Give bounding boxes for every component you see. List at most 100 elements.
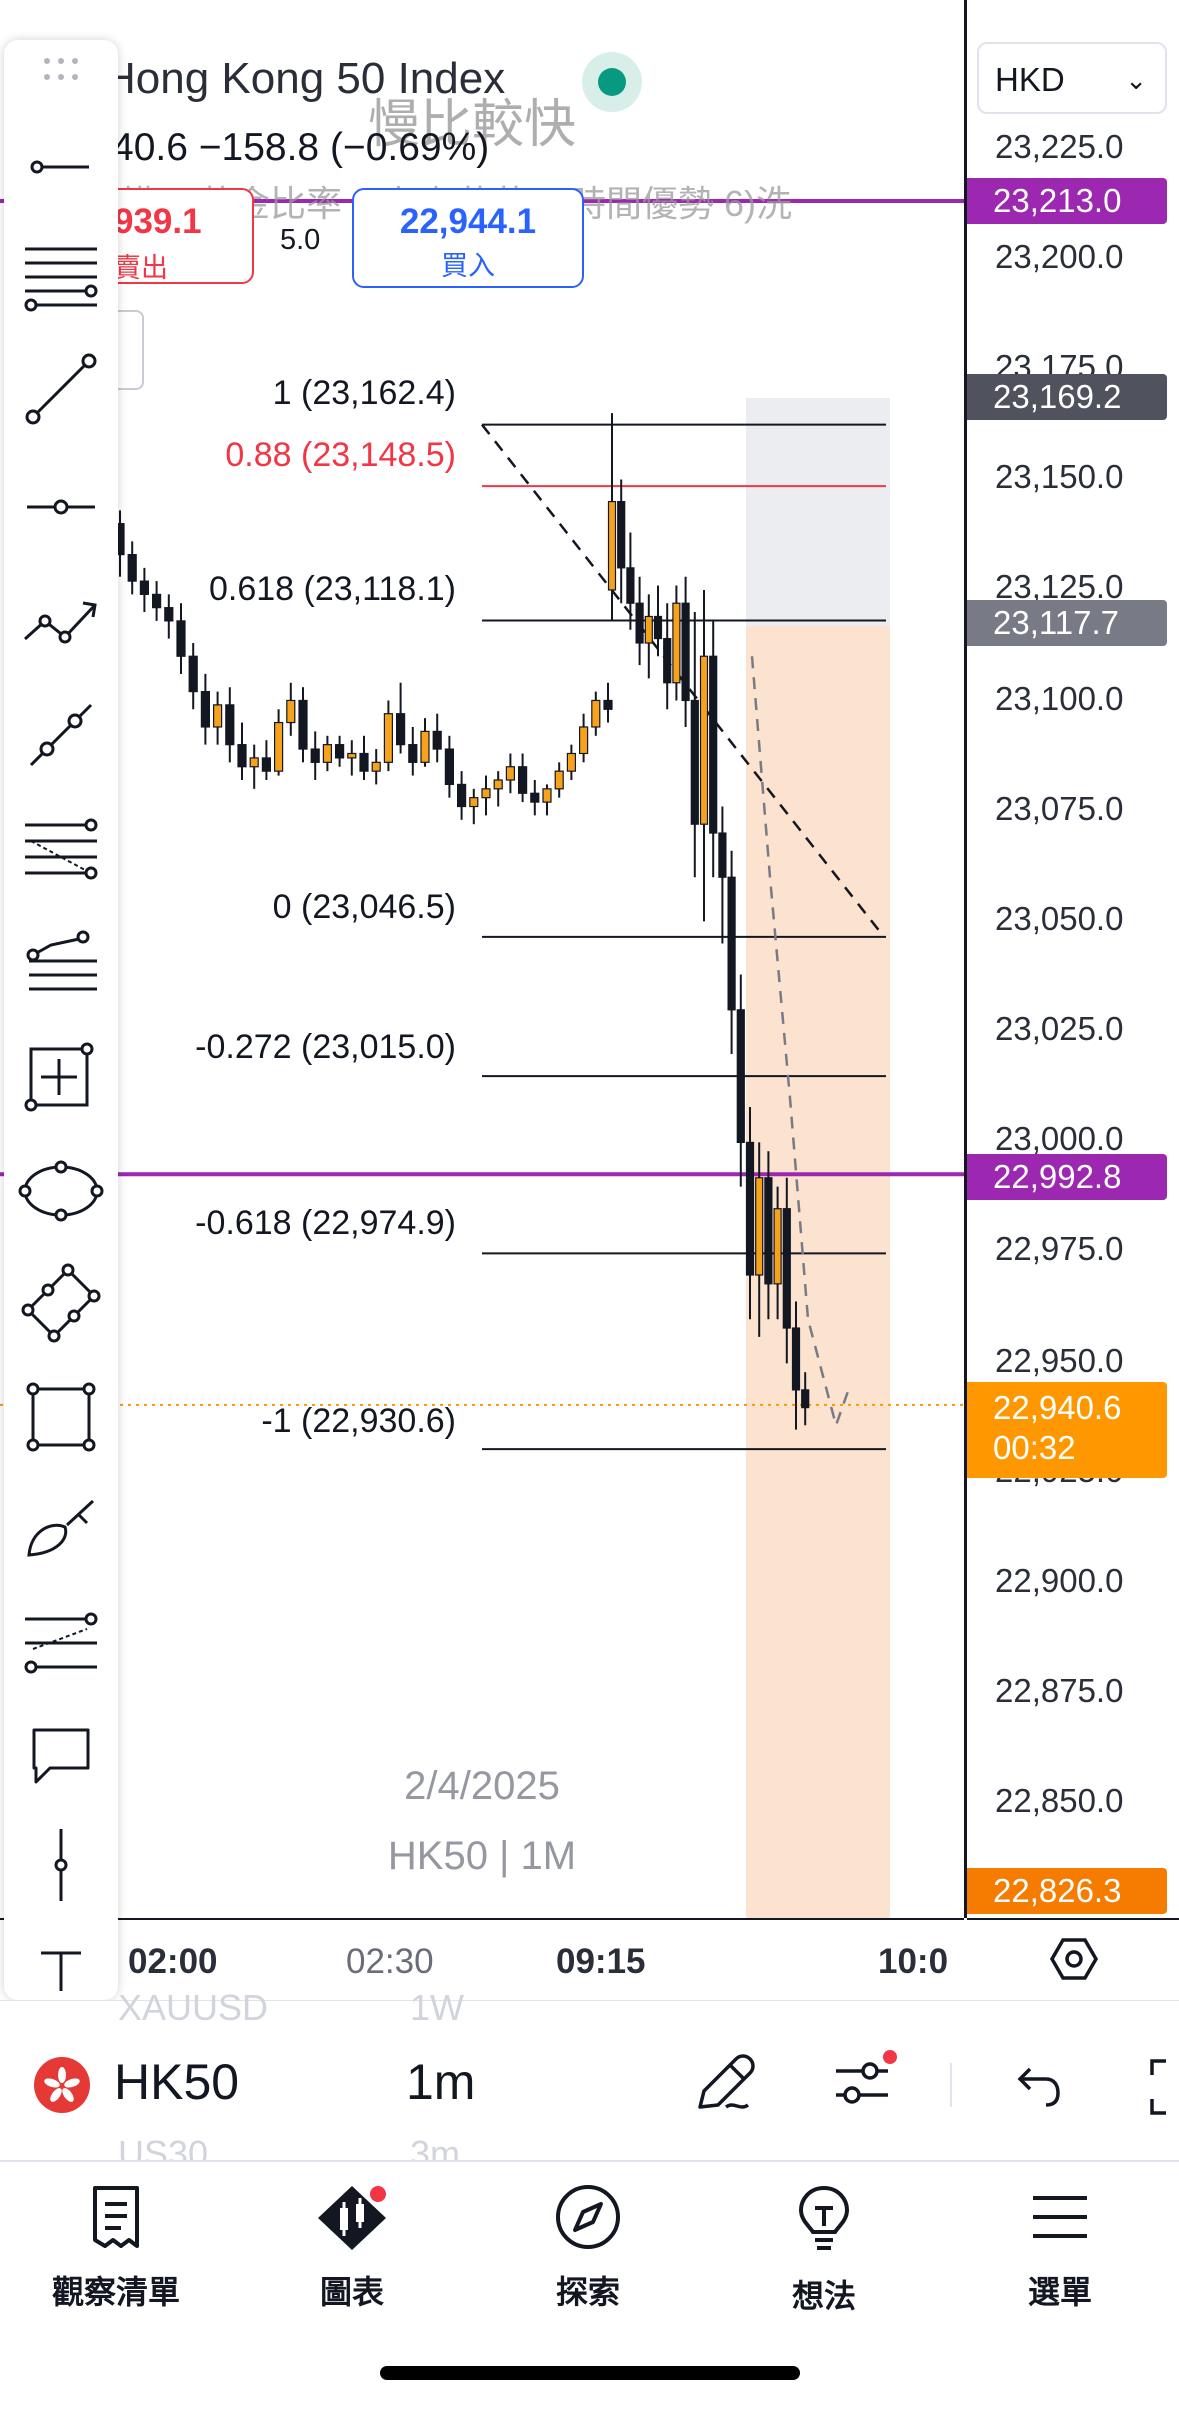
price-tick: 22,900.0 [995, 1562, 1124, 1599]
current-price-label: 22,940.6 00:32 [967, 1382, 1167, 1478]
overlay-text-1: 慢比較快 [368, 96, 577, 154]
fib-retracement-icon[interactable] [18, 234, 104, 320]
bar-countdown: 00:32 [993, 1429, 1076, 1466]
fib-label-neg0.272: -0.272 (23,015.0) [195, 1028, 456, 1066]
time-tick: 10:0 [878, 1942, 949, 1981]
symbol-toolbar: XAUUSD 1W US30 3m HK50 1m [0, 1987, 1179, 2174]
price-label: 22,826.3 [967, 1868, 1167, 1914]
candle-body [359, 752, 369, 772]
candle-body [727, 876, 736, 1011]
candle-body [335, 744, 345, 759]
currency-select[interactable]: HKD ⌄ [977, 42, 1167, 114]
ghost-item: XAUUSD [118, 1987, 269, 2028]
symbol-title[interactable]: Hong Kong 50 Index [104, 54, 506, 103]
separator [950, 2063, 952, 2107]
symbol-ticker[interactable]: HK50 [114, 2054, 240, 2110]
candle-body [152, 593, 162, 609]
drag-handle-icon[interactable] [18, 40, 104, 100]
price-tick: 23,075.0 [995, 790, 1124, 827]
projection-path [750, 656, 852, 1430]
nav-chart[interactable]: 圖表 [252, 2182, 452, 2313]
ghost-item: 1W [410, 1987, 464, 2028]
candle-body [517, 766, 528, 794]
buy-button[interactable]: 22,944.1 買入 [352, 188, 584, 288]
horizontal-line-icon[interactable] [18, 124, 104, 210]
fib-channel-icon[interactable] [18, 1034, 104, 1120]
ellipse-icon[interactable] [18, 1148, 104, 1234]
nav-ideas[interactable]: 想法 [724, 2182, 924, 2317]
callout-icon[interactable] [18, 1712, 104, 1798]
candle-body [322, 744, 332, 763]
candle-body [237, 744, 247, 768]
price-tick: 23,025.0 [995, 1010, 1124, 1047]
rectangle-icon[interactable] [18, 1374, 104, 1460]
fib-fan-icon[interactable] [18, 920, 104, 1006]
rotated-rectangle-icon[interactable] [18, 1260, 104, 1346]
candle-body [764, 1177, 773, 1285]
price-tick: 23,000.0 [995, 1120, 1124, 1157]
candle-body [164, 607, 174, 622]
fib-label-neg0.618: -0.618 (22,974.9) [195, 1204, 456, 1242]
parallel-channel-icon[interactable] [18, 692, 104, 778]
pencil-icon[interactable] [690, 2047, 760, 2122]
price-tick: 22,850.0 [995, 1782, 1124, 1819]
interval-button[interactable]: 1m [406, 2054, 476, 2110]
fib-label-0.88: 0.88 (23,148.5) [225, 436, 456, 474]
chart-icon [318, 2186, 386, 2250]
status-dot [582, 52, 642, 112]
candle-body [801, 1389, 810, 1409]
text-icon[interactable] [18, 1920, 104, 2006]
candle-body [200, 691, 210, 728]
sliders-icon[interactable] [828, 2047, 908, 2122]
nav-menu[interactable]: 選單 [960, 2182, 1160, 2313]
candle-body [396, 713, 406, 746]
candle-body [626, 567, 635, 604]
chart-pane[interactable]: 慢比較快 構 3)黃金比率 4)左右葫蘆 5)時間優勢 6)洗 Hong Kon… [0, 0, 964, 1918]
nav-label: 探索 [555, 2274, 620, 2310]
candle-body [286, 699, 296, 724]
chart-settings-button[interactable] [967, 1918, 1179, 2002]
candle-body [607, 500, 617, 591]
fib-label-0.618: 0.618 (23,118.1) [209, 570, 456, 608]
buy-label: 買入 [441, 251, 495, 281]
home-indicator [380, 2366, 800, 2380]
fib-extension-icon[interactable] [18, 1600, 104, 1686]
price-label: 23,117.7 [967, 600, 1167, 646]
price-chart[interactable] [0, 0, 964, 1918]
price-tick: 22,975.0 [995, 1230, 1124, 1267]
candle-body [755, 1177, 764, 1276]
nav-label: 圖表 [319, 2274, 384, 2310]
candle-body [261, 757, 271, 772]
candle-body [773, 1208, 782, 1285]
price-tick: 23,100.0 [995, 680, 1124, 717]
candle-body [274, 721, 284, 772]
current-price-value: 22,940.6 [993, 1389, 1122, 1426]
candle-body [653, 615, 663, 640]
candle-body [681, 602, 690, 702]
candle-body [298, 699, 308, 750]
vertical-line-icon[interactable] [18, 1822, 104, 1908]
spread-value: 5.0 [280, 224, 321, 256]
time-axis[interactable]: 02:00 02:30 09:15 10:0 [0, 1918, 964, 2002]
price-scale[interactable]: HKD ⌄ 23,225.0 23,200.0 23,175.0 23,150.0 23… [964, 0, 1179, 1918]
brush-icon[interactable] [18, 1486, 104, 1572]
fullscreen-icon[interactable] [1146, 2057, 1179, 2122]
nav-explore[interactable]: 探索 [488, 2182, 688, 2313]
horizontal-ray-icon[interactable] [18, 464, 104, 550]
sell-price: 939.1 [114, 202, 202, 241]
path-icon[interactable] [18, 578, 104, 664]
candle-body [213, 704, 223, 728]
price-label: 22,992.8 [967, 1154, 1167, 1200]
candle-body [408, 744, 418, 763]
pitchfork-icon[interactable] [18, 806, 104, 892]
nav-watchlist[interactable]: 觀察清單 [16, 2182, 216, 2313]
time-tick: 02:30 [346, 1942, 434, 1981]
candle-body [578, 726, 589, 755]
undo-icon[interactable] [1006, 2057, 1066, 2118]
candle-body [718, 832, 727, 878]
price-tick: 23,225.0 [995, 128, 1124, 165]
trend-line-icon[interactable] [18, 346, 104, 432]
candle-body [127, 554, 137, 582]
candle-body [617, 500, 626, 569]
candle-body [635, 602, 644, 644]
